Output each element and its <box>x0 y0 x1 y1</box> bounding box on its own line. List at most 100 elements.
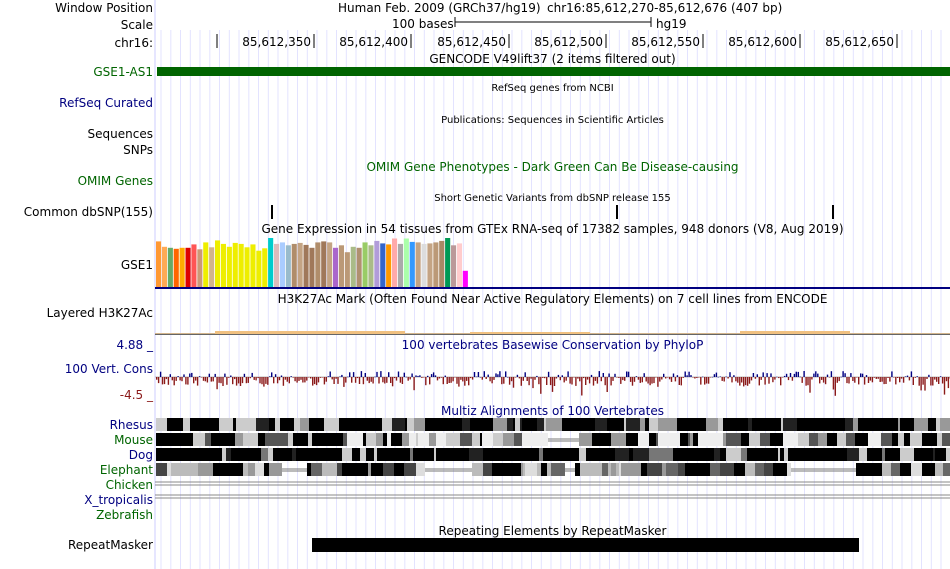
gtex-tissue-bar[interactable] <box>173 248 179 287</box>
omim-track-title[interactable]: OMIM Gene Phenotypes - Dark Green Can Be… <box>366 160 739 174</box>
gtex-tissue-bar[interactable] <box>285 245 291 287</box>
gtex-tissue-bar[interactable] <box>167 247 173 287</box>
gtex-tissue-bar[interactable] <box>356 247 362 287</box>
gtex-tissue-bar[interactable] <box>232 242 238 287</box>
gtex-tissue-bar[interactable] <box>191 244 197 287</box>
phylop-track-title[interactable]: 100 vertebrates Basewise Conservation by… <box>401 338 704 352</box>
gtex-track-label[interactable]: GSE1 <box>120 258 153 272</box>
gtex-tissue-bar[interactable] <box>215 240 221 287</box>
gtex-tissue-bar[interactable] <box>344 252 350 287</box>
h3k27ac-track-label[interactable]: Layered H3K27Ac <box>46 306 153 320</box>
gtex-tissue-bar[interactable] <box>250 244 256 287</box>
gtex-tissue-bar[interactable] <box>179 247 185 287</box>
position-readout[interactable]: chr16:85,612,270-85,612,676 (407 bp) <box>547 1 783 15</box>
gtex-tissue-bar[interactable] <box>415 242 421 287</box>
gtex-tissue-bar[interactable] <box>456 243 462 287</box>
gtex-tissue-bar[interactable] <box>362 242 368 287</box>
gtex-tissue-bar[interactable] <box>380 243 386 287</box>
gtex-tissue-bar[interactable] <box>291 243 297 287</box>
alignment-block <box>359 463 368 476</box>
species-label-rhesus[interactable]: Rhesus <box>109 418 153 432</box>
gencode-track-title[interactable]: GENCODE V49lift37 (2 items filtered out) <box>429 52 676 66</box>
gtex-tissue-bar[interactable] <box>209 247 215 287</box>
gtex-bar-chart[interactable] <box>156 238 468 287</box>
multiz-track-title[interactable]: Multiz Alignments of 100 Vertebrates <box>440 404 665 418</box>
species-label-zebrafish[interactable]: Zebrafish <box>96 508 153 522</box>
species-label-mouse[interactable]: Mouse <box>114 433 153 447</box>
gtex-tissue-bar[interactable] <box>226 246 232 287</box>
dbsnp-track-label[interactable]: Common dbSNP(155) <box>23 205 153 219</box>
gtex-tissue-bar[interactable] <box>439 240 445 287</box>
alignment-block <box>649 418 658 431</box>
gtex-tissue-bar[interactable] <box>315 242 321 287</box>
species-label-dog[interactable]: Dog <box>128 448 153 462</box>
phylop-bar <box>811 377 813 380</box>
gtex-tissue-bar[interactable] <box>350 246 356 287</box>
gtex-tissue-bar[interactable] <box>462 270 468 287</box>
species-label-chicken[interactable]: Chicken <box>105 478 153 492</box>
gtex-tissue-bar[interactable] <box>238 243 244 287</box>
gencode-gene-bar[interactable] <box>157 67 950 76</box>
gtex-tissue-bar[interactable] <box>274 243 280 287</box>
gtex-tissue-bar[interactable] <box>161 246 167 287</box>
gtex-tissue-bar[interactable] <box>327 242 333 287</box>
gtex-tissue-bar[interactable] <box>303 244 309 287</box>
repeatmasker-track-label[interactable]: RepeatMasker <box>67 538 153 552</box>
gtex-tissue-bar[interactable] <box>445 238 451 287</box>
species-label-elephant[interactable]: Elephant <box>99 463 153 477</box>
dbsnp-track-title[interactable]: Short Genetic Variants from dbSNP releas… <box>434 193 671 204</box>
h3k27ac-signal[interactable] <box>155 331 950 335</box>
gtex-tissue-bar[interactable] <box>279 242 285 287</box>
gtex-tissue-bar[interactable] <box>386 244 392 287</box>
gencode-gene-label[interactable]: GSE1-AS1 <box>93 65 153 79</box>
gtex-tissue-bar[interactable] <box>185 247 191 287</box>
refseq-track-label[interactable]: RefSeq Curated <box>59 96 153 110</box>
snps-track-label[interactable]: SNPs <box>123 143 153 157</box>
alignment-block <box>416 433 418 446</box>
gtex-tissue-bar[interactable] <box>333 247 339 287</box>
gtex-tissue-bar[interactable] <box>220 243 226 287</box>
repeatmasker-track-title[interactable]: Repeating Elements by RepeatMasker <box>438 524 667 538</box>
gtex-tissue-bar[interactable] <box>203 242 209 287</box>
gtex-tissue-bar[interactable] <box>297 242 303 287</box>
species-label-x-tropicalis[interactable]: X_tropicalis <box>84 493 153 507</box>
gtex-tissue-bar[interactable] <box>433 242 439 287</box>
omim-track-label[interactable]: OMIM Genes <box>77 174 153 188</box>
gtex-tissue-bar[interactable] <box>156 241 162 287</box>
gtex-tissue-bar[interactable] <box>392 238 398 288</box>
repeatmasker-element[interactable] <box>312 538 859 552</box>
gtex-tissue-bar[interactable] <box>397 243 403 287</box>
h3k27ac-track-title[interactable]: H3K27Ac Mark (Often Found Near Active Re… <box>277 292 828 306</box>
gtex-tissue-bar[interactable] <box>421 243 427 287</box>
gtex-tissue-bar[interactable] <box>256 250 262 287</box>
phylop-bar <box>698 377 700 378</box>
gtex-tissue-bar[interactable] <box>374 240 380 287</box>
phylop-track-label[interactable]: 100 Vert. Cons <box>64 362 153 376</box>
gtex-tissue-bar[interactable] <box>338 245 344 287</box>
alignment-block <box>348 448 352 461</box>
alignment-block <box>369 448 374 461</box>
alignment-block <box>261 448 268 461</box>
refseq-track-title[interactable]: RefSeq genes from NCBI <box>491 83 614 94</box>
gtex-tissue-bar[interactable] <box>321 241 327 287</box>
gtex-tissue-bar[interactable] <box>427 243 433 287</box>
gtex-track-title[interactable]: Gene Expression in 54 tissues from GTEx … <box>261 222 844 236</box>
gtex-tissue-bar[interactable] <box>409 241 415 287</box>
publications-track-label[interactable]: Sequences <box>87 127 153 141</box>
gtex-tissue-bar[interactable] <box>244 247 250 287</box>
alignment-block <box>788 448 801 461</box>
phylop-wiggle[interactable] <box>155 371 950 396</box>
gtex-tissue-bar[interactable] <box>268 238 274 287</box>
gtex-tissue-bar[interactable] <box>451 245 457 287</box>
publications-track-title[interactable]: Publications: Sequences in Scientific Ar… <box>441 115 664 126</box>
gtex-tissue-bar[interactable] <box>197 249 203 287</box>
gtex-tissue-bar[interactable] <box>262 248 268 287</box>
gtex-tissue-bar[interactable] <box>309 247 315 287</box>
multiz-alignments[interactable] <box>155 418 950 499</box>
gtex-tissue-bar[interactable] <box>403 238 409 288</box>
phylop-bar <box>795 371 797 377</box>
gtex-tissue-bar[interactable] <box>368 245 374 287</box>
alignment-block <box>537 418 544 431</box>
dbsnp-marks[interactable] <box>271 205 834 219</box>
